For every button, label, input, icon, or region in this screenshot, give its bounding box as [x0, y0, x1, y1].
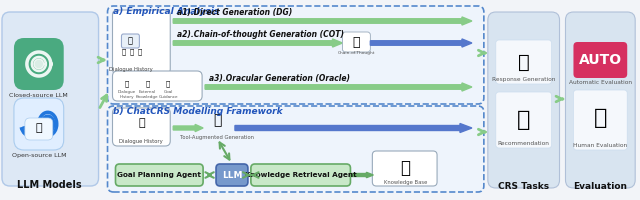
- FancyArrow shape: [205, 83, 472, 91]
- Text: CRS Tasks: CRS Tasks: [498, 182, 549, 191]
- FancyArrow shape: [371, 39, 472, 47]
- Text: 👥: 👥: [124, 81, 129, 87]
- Text: Open-source LLM: Open-source LLM: [12, 153, 66, 158]
- Text: 🐕: 🐕: [35, 123, 42, 133]
- FancyBboxPatch shape: [14, 98, 64, 150]
- FancyBboxPatch shape: [488, 12, 559, 188]
- FancyArrow shape: [173, 124, 203, 132]
- Text: Goal
Guidance: Goal Guidance: [159, 90, 178, 99]
- FancyBboxPatch shape: [115, 164, 203, 186]
- FancyArrow shape: [173, 39, 342, 47]
- Text: 👥: 👥: [138, 118, 145, 128]
- Text: a3).Oracular Generation (Oracle): a3).Oracular Generation (Oracle): [209, 74, 350, 83]
- Text: Tool-Augmented Generation: Tool-Augmented Generation: [180, 135, 254, 140]
- FancyBboxPatch shape: [372, 151, 437, 186]
- Text: Dialogue History: Dialogue History: [120, 139, 163, 144]
- Text: 🤖: 🤖: [213, 113, 221, 127]
- Circle shape: [34, 59, 44, 69]
- FancyBboxPatch shape: [496, 40, 552, 84]
- FancyArrow shape: [351, 172, 373, 178]
- Text: Closed-source LLM: Closed-source LLM: [10, 93, 68, 98]
- Text: External
Knowledge: External Knowledge: [136, 90, 159, 99]
- FancyBboxPatch shape: [25, 118, 52, 140]
- FancyArrow shape: [235, 123, 472, 132]
- Text: Response Generation: Response Generation: [492, 77, 556, 82]
- Text: 📋: 📋: [594, 108, 607, 128]
- Text: 🎯: 🎯: [166, 81, 170, 87]
- FancyBboxPatch shape: [566, 12, 635, 188]
- Text: Recommendation: Recommendation: [498, 141, 550, 146]
- FancyBboxPatch shape: [14, 38, 64, 90]
- Text: a1).Direct Generation (DG): a1).Direct Generation (DG): [177, 8, 292, 17]
- Text: Automatic Evaluation: Automatic Evaluation: [569, 80, 632, 85]
- Text: Dialogue
History: Dialogue History: [117, 90, 136, 99]
- FancyBboxPatch shape: [2, 12, 99, 186]
- FancyBboxPatch shape: [113, 10, 170, 74]
- FancyBboxPatch shape: [496, 92, 552, 148]
- Text: 🕸: 🕸: [400, 159, 410, 177]
- Text: Evaluation: Evaluation: [573, 182, 627, 191]
- FancyBboxPatch shape: [251, 164, 351, 186]
- Text: Knowledge Retrieval Agent: Knowledge Retrieval Agent: [245, 172, 356, 178]
- Text: 🤯: 🤯: [353, 36, 360, 48]
- Text: 👍: 👍: [517, 110, 531, 130]
- Text: a) Empirical Analysis: a) Empirical Analysis: [113, 7, 220, 16]
- Text: b) ChatCRS Modelling Framework: b) ChatCRS Modelling Framework: [113, 107, 283, 116]
- Text: Chain-of-Thought: Chain-of-Thought: [338, 51, 375, 55]
- FancyBboxPatch shape: [342, 32, 371, 52]
- Text: AUTO: AUTO: [579, 53, 622, 67]
- FancyArrow shape: [173, 17, 472, 25]
- Text: 🕸: 🕸: [145, 81, 150, 87]
- FancyBboxPatch shape: [108, 106, 484, 192]
- FancyBboxPatch shape: [108, 6, 484, 104]
- Text: a2).Chain-of-thought Generation (COT): a2).Chain-of-thought Generation (COT): [177, 30, 344, 39]
- Text: Human Evaluation: Human Evaluation: [573, 143, 627, 148]
- Text: Dialogue History: Dialogue History: [109, 67, 152, 72]
- Text: 👥: 👥: [129, 49, 134, 55]
- FancyBboxPatch shape: [573, 90, 627, 150]
- Text: Goal Planning Agent: Goal Planning Agent: [117, 172, 201, 178]
- Text: 🖥: 🖥: [128, 36, 133, 46]
- Text: Knowledge Base: Knowledge Base: [383, 180, 427, 185]
- Text: 👤: 👤: [137, 49, 141, 55]
- FancyBboxPatch shape: [113, 108, 170, 146]
- FancyBboxPatch shape: [573, 42, 627, 78]
- Text: 🖥️: 🖥️: [518, 52, 529, 72]
- FancyBboxPatch shape: [216, 164, 248, 186]
- Text: 👤: 👤: [122, 49, 125, 55]
- FancyBboxPatch shape: [113, 71, 202, 101]
- Text: LLM: LLM: [221, 170, 242, 180]
- Text: LLM Models: LLM Models: [17, 180, 82, 190]
- FancyBboxPatch shape: [122, 34, 140, 48]
